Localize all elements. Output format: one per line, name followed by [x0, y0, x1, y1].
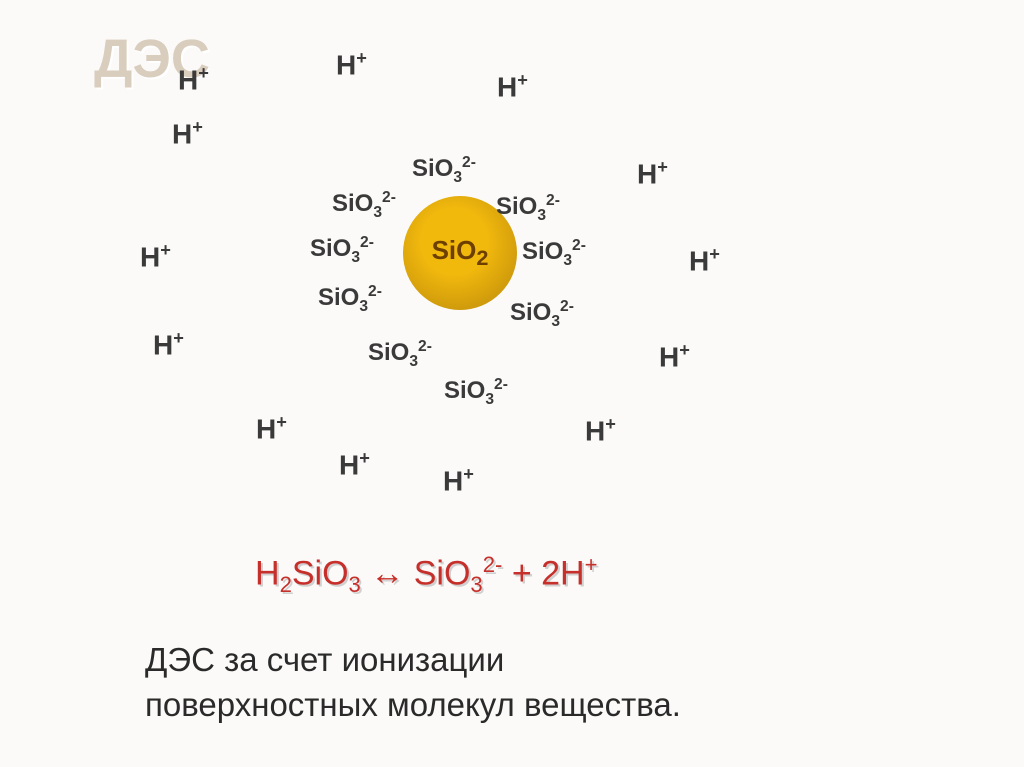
outer-ion: H+	[153, 328, 184, 361]
inner-ion: SiO32-	[444, 376, 508, 409]
core-label: SiO2	[432, 235, 489, 271]
outer-ion: H+	[336, 48, 367, 81]
caption: ДЭС за счет ионизации поверхностных моле…	[145, 638, 681, 727]
inner-ion: SiO32-	[318, 283, 382, 316]
equation-wrap: H2SiO3 ↔ SiO32- + 2H+ H2SiO3 ↔ SiO32- + …	[255, 552, 598, 598]
inner-ion: SiO32-	[522, 237, 586, 270]
outer-ion: H+	[178, 63, 209, 96]
outer-ion: H+	[140, 240, 171, 273]
inner-ion: SiO32-	[412, 154, 476, 187]
outer-ion: H+	[443, 464, 474, 497]
outer-ion: H+	[689, 244, 720, 277]
outer-ion: H+	[585, 414, 616, 447]
inner-ion: SiO32-	[510, 298, 574, 331]
caption-line1: ДЭС за счет ионизации	[145, 641, 504, 678]
outer-ion: H+	[339, 448, 370, 481]
outer-ion: H+	[659, 340, 690, 373]
outer-ion: H+	[497, 70, 528, 103]
equation: H2SiO3 ↔ SiO32- + 2H+	[255, 552, 598, 598]
inner-ion: SiO32-	[496, 192, 560, 225]
outer-ion: H+	[637, 157, 668, 190]
inner-ion: SiO32-	[310, 234, 374, 267]
outer-ion: H+	[172, 117, 203, 150]
outer-ion: H+	[256, 412, 287, 445]
inner-ion: SiO32-	[368, 338, 432, 371]
inner-ion: SiO32-	[332, 189, 396, 222]
caption-line2: поверхностных молекул вещества.	[145, 686, 681, 723]
